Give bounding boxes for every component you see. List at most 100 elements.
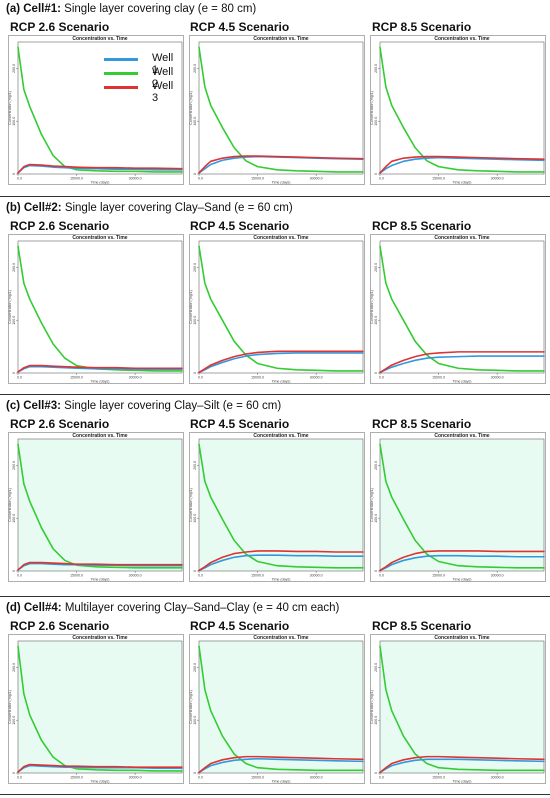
y-tick-label: 100.0 xyxy=(193,316,197,325)
scenario-title-rcp26: RCP 2.6 Scenario xyxy=(10,20,110,34)
chart-cell2-rcp45: Concentration vs. Time 0 100.0 200.0 Concent… xyxy=(189,234,365,384)
y-axis-label: Concentration (mg/L) xyxy=(189,290,193,324)
section-cell2: (b) Cell#2: Single layer covering Clay–S… xyxy=(0,199,550,398)
y-tick-label: 200.0 xyxy=(193,663,197,672)
plot-area xyxy=(198,41,364,175)
scenario-title-rcp85: RCP 8.5 Scenario xyxy=(372,619,472,633)
plot-title: Concentration vs. Time xyxy=(72,635,127,641)
x-tick-label: 15000.0 xyxy=(70,776,83,780)
y-tick-label: 100.0 xyxy=(374,514,378,523)
plot-title: Concentration vs. Time xyxy=(253,36,308,42)
series-line-well3 xyxy=(198,155,364,174)
y-tick-label: 0 xyxy=(374,772,378,774)
plot-title: Concentration vs. Time xyxy=(72,36,127,42)
y-axis-label: Concentration (mg/L) xyxy=(189,488,193,522)
plot-area xyxy=(198,640,364,774)
y-tick-label: 0 xyxy=(12,372,16,374)
y-tick-label: 200.0 xyxy=(193,64,197,73)
x-tick-label: 30000.0 xyxy=(491,776,504,780)
section-divider xyxy=(0,794,550,795)
x-axis-label: Time (days) xyxy=(272,578,291,582)
chart-cell1-rcp26: Concentration vs. Time 0 100.0 200.0 Concent… xyxy=(8,35,184,185)
plot-title: Concentration vs. Time xyxy=(434,36,489,42)
y-axis-label: Concentration (mg/L) xyxy=(8,91,12,125)
x-tick-label: 15000.0 xyxy=(70,574,83,578)
x-tick-label: 30000.0 xyxy=(310,776,323,780)
plot-title: Concentration vs. Time xyxy=(434,235,489,241)
chart-cell3-rcp45: Concentration vs. Time 0 100.0 200.0 Concent… xyxy=(189,432,365,582)
y-tick-label: 200.0 xyxy=(12,461,16,470)
plot-title: Concentration vs. Time xyxy=(434,635,489,641)
x-tick-label: 0.0 xyxy=(379,376,384,380)
y-axis-label: Concentration (mg/L) xyxy=(370,690,374,724)
x-tick-label: 30000.0 xyxy=(129,776,142,780)
series-line-well2 xyxy=(198,46,364,173)
series-line-well1 xyxy=(379,554,545,572)
chart-cell1-rcp45: Concentration vs. Time 0 100.0 200.0 Concent… xyxy=(189,35,365,185)
x-tick-label: 0.0 xyxy=(379,776,384,780)
y-tick-label: 0 xyxy=(12,173,16,175)
y-tick-label: 0 xyxy=(193,570,197,572)
plot-area xyxy=(379,41,545,175)
legend-swatch-well3 xyxy=(104,86,138,89)
y-axis-label: Concentration (mg/L) xyxy=(8,488,12,522)
x-tick-label: 30000.0 xyxy=(491,376,504,380)
plot-area xyxy=(379,640,545,774)
y-axis-label: Concentration (mg/L) xyxy=(370,290,374,324)
plot-area xyxy=(379,438,545,572)
y-tick-label: 0 xyxy=(374,173,378,175)
x-tick-label: 30000.0 xyxy=(129,177,142,181)
x-tick-label: 15000.0 xyxy=(432,177,445,181)
series-line-well1 xyxy=(17,365,183,373)
x-tick-label: 0.0 xyxy=(17,177,22,181)
y-tick-label: 100.0 xyxy=(193,716,197,725)
y-tick-label: 200.0 xyxy=(12,64,16,73)
series-line-well2 xyxy=(17,245,183,372)
scenario-title-rcp45: RCP 4.5 Scenario xyxy=(190,619,290,633)
x-tick-label: 0.0 xyxy=(198,574,203,578)
x-axis-label: Time (days) xyxy=(91,578,110,582)
x-axis-label: Time (days) xyxy=(91,780,110,784)
legend-swatch-well2 xyxy=(104,72,138,75)
scenario-title-rcp26: RCP 2.6 Scenario xyxy=(10,619,110,633)
plot-title: Concentration vs. Time xyxy=(253,635,308,641)
series-line-well3 xyxy=(198,550,364,572)
x-tick-label: 0.0 xyxy=(379,177,384,181)
plot-area xyxy=(17,640,183,774)
plot-area xyxy=(17,41,183,175)
x-tick-label: 15000.0 xyxy=(251,574,264,578)
legend: Well 1 Well 2 Well 3 xyxy=(100,52,182,104)
section-title: (c) Cell#3: Single layer covering Clay–S… xyxy=(6,400,282,412)
y-tick-label: 200.0 xyxy=(374,663,378,672)
legend-item-well2: Well 2 xyxy=(100,66,182,90)
series-line-well2 xyxy=(379,443,545,569)
chart-cell1-rcp85: Concentration vs. Time 0 100.0 200.0 Concent… xyxy=(370,35,546,185)
x-tick-label: 30000.0 xyxy=(310,376,323,380)
legend-label-well3: Well 3 xyxy=(152,80,174,104)
y-tick-label: 100.0 xyxy=(374,716,378,725)
scenario-title-rcp85: RCP 8.5 Scenario xyxy=(372,417,472,431)
series-line-well1 xyxy=(198,757,364,774)
series-line-well2 xyxy=(198,645,364,772)
y-tick-label: 0 xyxy=(374,570,378,572)
y-tick-label: 100.0 xyxy=(193,514,197,523)
series-line-well2 xyxy=(379,245,545,372)
x-axis-label: Time (days) xyxy=(272,780,291,784)
scenario-title-rcp26: RCP 2.6 Scenario xyxy=(10,417,110,431)
y-tick-label: 0 xyxy=(12,772,16,774)
y-tick-label: 0 xyxy=(12,570,16,572)
x-tick-label: 15000.0 xyxy=(70,177,83,181)
y-axis-label: Concentration (mg/L) xyxy=(8,290,12,324)
scenario-title-rcp85: RCP 8.5 Scenario xyxy=(372,219,472,233)
x-tick-label: 0.0 xyxy=(17,574,22,578)
legend-label-well1: Well 1 xyxy=(152,52,174,76)
scenario-title-rcp45: RCP 4.5 Scenario xyxy=(190,219,290,233)
x-tick-label: 30000.0 xyxy=(491,177,504,181)
series-line-well3 xyxy=(198,350,364,374)
y-tick-label: 100.0 xyxy=(12,316,16,325)
y-axis-label: Concentration (mg/L) xyxy=(370,91,374,125)
section-title: (a) Cell#1: Single layer covering clay (… xyxy=(6,3,257,15)
section-title: (d) Cell#4: Multilayer covering Clay–San… xyxy=(6,602,340,614)
section-cell1: (a) Cell#1: Single layer covering clay (… xyxy=(0,0,550,199)
y-tick-label: 200.0 xyxy=(12,263,16,272)
